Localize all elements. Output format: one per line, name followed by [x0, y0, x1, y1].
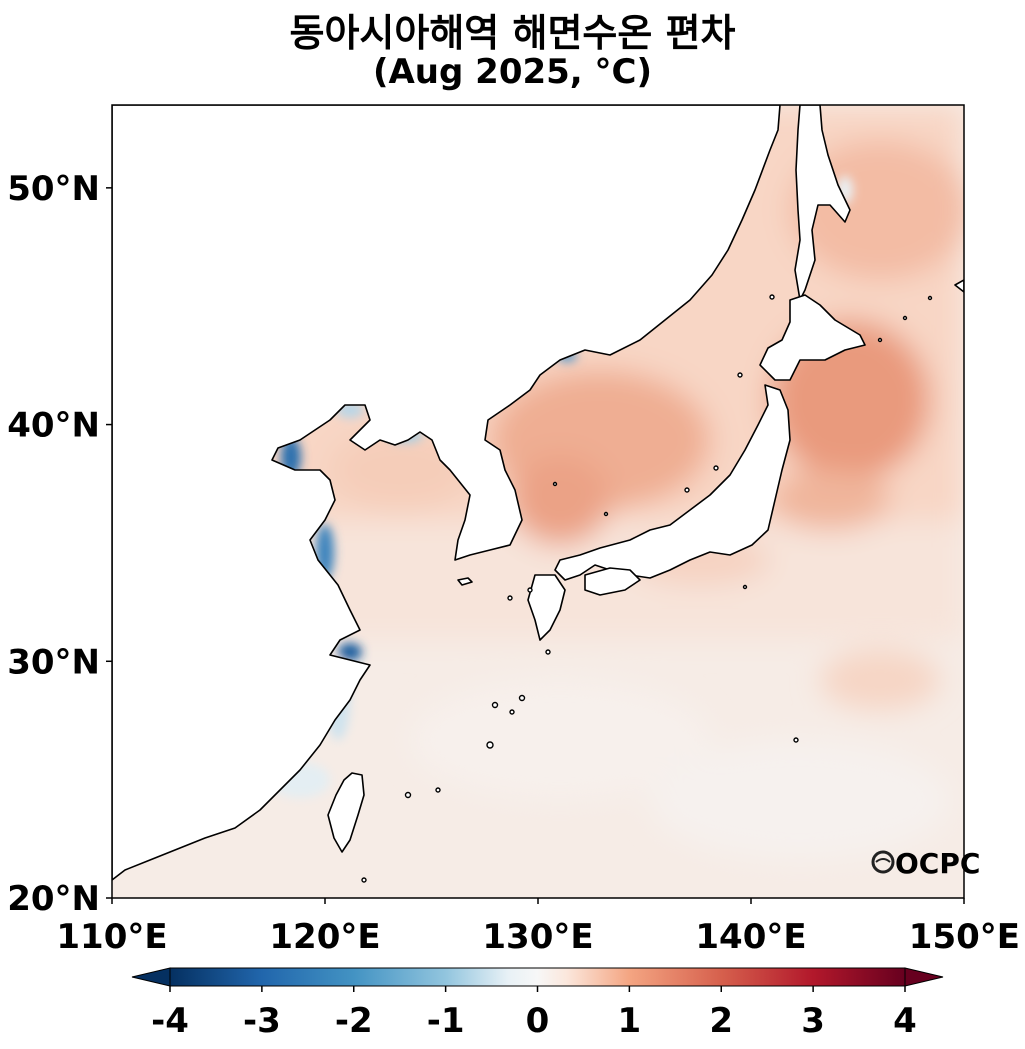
y-tick-label: 50°N [7, 169, 100, 209]
y-axis-ticks: 20°N 30°N 40°N 50°N [7, 169, 112, 919]
x-tick-label: 120°E [269, 917, 380, 957]
x-tick-label: 130°E [482, 917, 593, 957]
y-tick-label: 20°N [7, 879, 100, 919]
colorbar-tick-label: 4 [893, 1001, 917, 1041]
small-islands [361, 294, 933, 883]
sst-anomaly-field [112, 105, 964, 898]
colorbar-gradient [169, 967, 906, 987]
colorbar: -4 -3 -2 -1 0 1 2 3 4 [131, 967, 944, 1041]
colorbar-extend-max [904, 967, 944, 987]
ocpc-logo-text: OCPC [895, 847, 980, 880]
colorbar-tick-label: 2 [709, 1001, 733, 1041]
colorbar-tick-label: -2 [335, 1001, 373, 1041]
colorbar-tick-label: 0 [526, 1001, 550, 1041]
colorbar-tick-label: -4 [151, 1001, 189, 1041]
colorbar-tick-label: 1 [618, 1001, 642, 1041]
x-tick-label: 150°E [909, 917, 1020, 957]
y-tick-label: 30°N [7, 642, 100, 682]
map-title: 동아시아해역 해면수온 편차 [289, 11, 736, 55]
x-tick-label: 110°E [56, 917, 167, 957]
colorbar-tick-label: 3 [801, 1001, 825, 1041]
y-tick-label: 40°N [7, 406, 100, 446]
ocpc-logo: OCPC [871, 847, 980, 880]
colorbar-tick-label: -3 [243, 1001, 281, 1041]
x-axis-ticks: 110°E 120°E 130°E 140°E 150°E [56, 898, 1020, 957]
map-subtitle: (Aug 2025, °C) [372, 52, 653, 92]
colorbar-tick-label: -1 [427, 1001, 465, 1041]
coastline [112, 105, 964, 881]
x-tick-label: 140°E [695, 917, 806, 957]
colorbar-extend-min [131, 967, 171, 987]
